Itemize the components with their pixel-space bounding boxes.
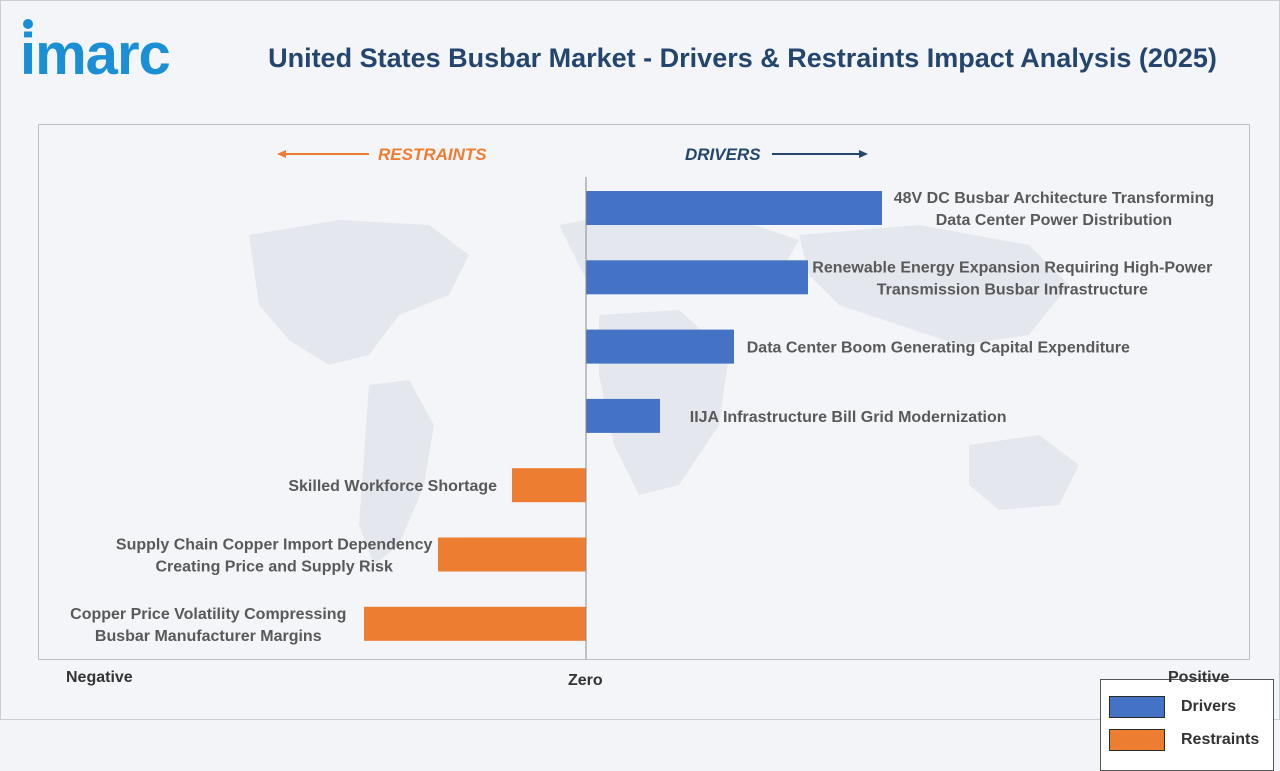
bar-label-data-center-boom-generating-capital-expenditure: Data Center Boom Generating Capital Expe… xyxy=(747,340,1130,357)
legend-item-drivers: Drivers xyxy=(1109,695,1236,719)
drivers-direction-label: DRIVERS xyxy=(685,145,761,164)
bar-label-line: Transmission Busbar Infrastructure xyxy=(877,281,1148,298)
legend-label-restraints: Restraints xyxy=(1181,731,1260,748)
bar-iija-infrastructure-bill-grid-modernization xyxy=(586,398,660,433)
bar-label-iija-infrastructure-bill-grid-modernization: IIJA Infrastructure Bill Grid Modernizat… xyxy=(690,409,1007,426)
axis-label-zero: Zero xyxy=(568,672,603,689)
bar-copper-price-volatility-compressing-busbar-manufacturer-margins xyxy=(364,606,586,641)
bar-label-line: Creating Price and Supply Risk xyxy=(155,559,393,576)
chart-svg: RESTRAINTS DRIVERS 48V DC Busbar Archite… xyxy=(70,145,1214,659)
direction-header: RESTRAINTS DRIVERS xyxy=(277,145,868,164)
legend-item-restraints: Restraints xyxy=(1109,728,1259,752)
bar-data-center-boom-generating-capital-expenditure xyxy=(586,329,734,364)
chart-title: United States Busbar Market - Drivers & … xyxy=(268,43,1217,73)
bar-label-supply-chain-copper-import-dependency-creating-price-and-supply-risk: Supply Chain Copper Import Dependency Cre… xyxy=(116,537,433,576)
drivers-arrow-head xyxy=(859,150,868,158)
legend: Drivers Restraints xyxy=(1100,679,1274,771)
bar-label-renewable-energy-expansion-requiring-high-power-transmission-busbar-infrastructure: Renewable Energy Expansion Requiring Hig… xyxy=(812,259,1212,298)
bar-label-copper-price-volatility-compressing-busbar-manufacturer-margins: Copper Price Volatility Compressing Busba… xyxy=(70,606,346,645)
axis-label-negative: Negative xyxy=(66,669,133,686)
bar-label-48v-dc-busbar-architecture-transforming-data-center-power-distribution: 48V DC Busbar Architecture Transforming D… xyxy=(894,190,1214,229)
bar-label-line: Renewable Energy Expansion Requiring Hig… xyxy=(812,259,1212,276)
imarc-logo: imarc xyxy=(20,19,171,82)
bar-label-line: Copper Price Volatility Compressing xyxy=(70,606,346,623)
legend-swatch-drivers xyxy=(1109,696,1165,718)
bars-layer: 48V DC Busbar Architecture Transforming D… xyxy=(70,190,1214,645)
bar-label-line: Supply Chain Copper Import Dependency xyxy=(116,537,433,554)
restraints-arrow-head xyxy=(277,150,286,158)
plot-area: RESTRAINTS DRIVERS 48V DC Busbar Archite… xyxy=(38,124,1274,771)
bar-label-line: 48V DC Busbar Architecture Transforming xyxy=(894,190,1214,207)
bar-skilled-workforce-shortage xyxy=(512,468,586,503)
bar-label-line: Skilled Workforce Shortage xyxy=(288,478,497,495)
legend-label-drivers: Drivers xyxy=(1181,698,1237,715)
logo-text: imarc xyxy=(20,22,170,82)
bar-label-skilled-workforce-shortage: Skilled Workforce Shortage xyxy=(288,478,497,495)
restraints-direction-label: RESTRAINTS xyxy=(378,145,487,164)
bar-label-line: Data Center Power Distribution xyxy=(936,212,1172,229)
legend-swatch-restraints xyxy=(1109,729,1165,751)
bar-label-line: Busbar Manufacturer Margins xyxy=(95,628,322,645)
bar-supply-chain-copper-import-dependency-creating-price-and-supply-risk xyxy=(438,537,586,572)
bar-renewable-energy-expansion-requiring-high-power-transmission-busbar-infrastructure xyxy=(586,260,808,295)
bar-label-line: IIJA Infrastructure Bill Grid Modernizat… xyxy=(690,409,1007,426)
bar-48v-dc-busbar-architecture-transforming-data-center-power-distribution xyxy=(586,191,882,225)
bar-label-line: Data Center Boom Generating Capital Expe… xyxy=(747,340,1130,357)
axis-label-positive: Positive xyxy=(1168,669,1230,686)
